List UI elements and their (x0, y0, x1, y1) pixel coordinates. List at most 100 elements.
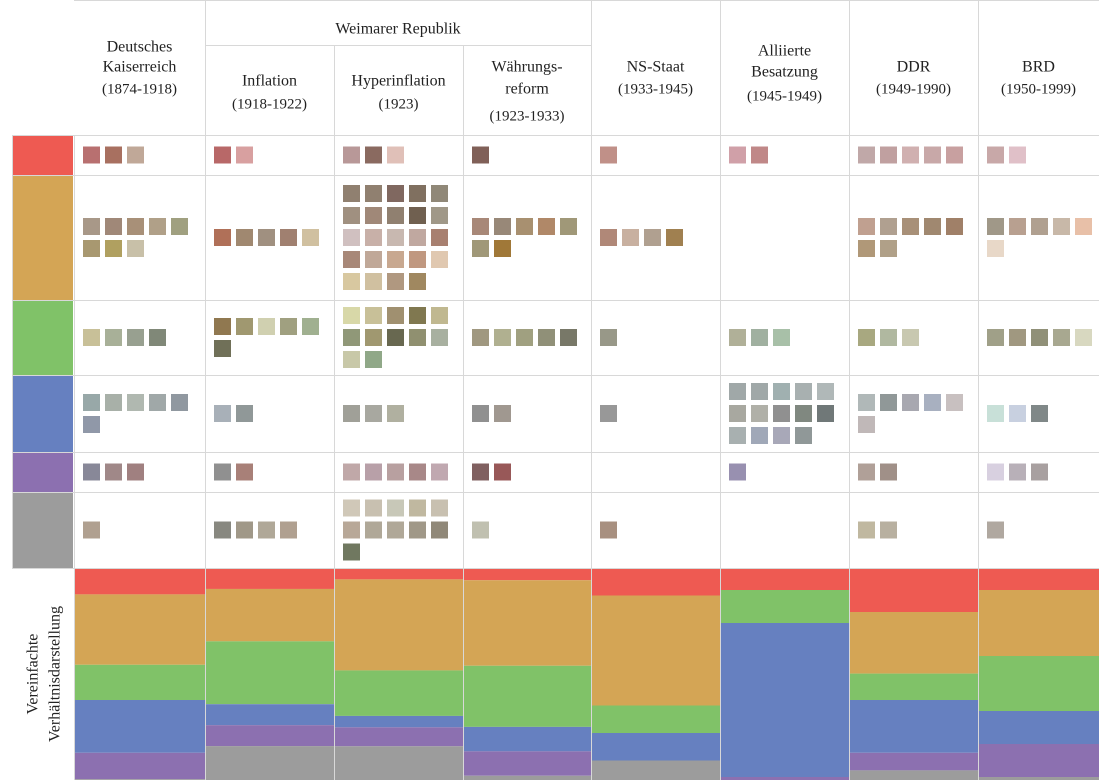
color-swatch (365, 521, 382, 539)
color-swatch (472, 146, 489, 164)
color-swatch (387, 463, 404, 481)
color-swatch (729, 405, 746, 422)
proportion-bar (464, 751, 591, 776)
category-swatch (12, 376, 73, 452)
color-swatch (817, 405, 834, 422)
color-swatch (1009, 218, 1026, 235)
proportion-bar (850, 770, 978, 780)
color-swatch (83, 416, 100, 433)
color-swatch (600, 229, 617, 246)
color-swatch (280, 318, 297, 335)
color-swatch (1009, 146, 1026, 164)
category-swatch (12, 453, 73, 492)
color-swatch (858, 521, 875, 539)
color-swatch (472, 240, 489, 257)
color-swatch (387, 329, 404, 346)
color-swatch (494, 218, 511, 235)
column-period: (1918-1922) (232, 96, 307, 112)
column-title: Alliierte (758, 43, 811, 60)
color-swatch (409, 229, 426, 246)
color-swatch (343, 499, 360, 517)
color-swatch (880, 146, 897, 164)
color-swatch (365, 463, 382, 481)
color-swatch (946, 146, 963, 164)
color-swatch (83, 240, 100, 257)
proportion-bar (979, 590, 1099, 656)
color-swatch (365, 329, 382, 346)
color-swatch (902, 146, 919, 164)
color-swatch (666, 229, 683, 246)
proportion-bar (75, 568, 205, 595)
proportion-bar (464, 580, 591, 666)
color-swatch (516, 329, 533, 346)
color-swatch (280, 521, 297, 539)
proportion-bar (979, 656, 1099, 711)
color-swatch (773, 383, 790, 400)
column-period: (1949-1990) (876, 81, 951, 97)
proportion-label: Vereinfachte (25, 634, 42, 715)
proportion-bar (75, 664, 205, 700)
color-swatch (387, 207, 404, 224)
color-swatch (236, 146, 253, 164)
color-swatch (409, 499, 426, 517)
color-swatch (1075, 329, 1092, 346)
color-swatch (858, 394, 875, 411)
color-swatch (258, 318, 275, 335)
color-swatch (946, 394, 963, 411)
color-swatch (343, 351, 360, 368)
color-swatch (343, 207, 360, 224)
color-swatch (1009, 405, 1026, 422)
proportion-bar (850, 700, 978, 753)
color-swatch (409, 463, 426, 481)
color-swatch (1031, 218, 1048, 235)
proportion-bar (721, 777, 849, 780)
color-swatch (343, 521, 360, 539)
color-swatch (214, 340, 231, 357)
color-swatch (880, 463, 897, 481)
color-swatch (817, 383, 834, 400)
color-swatch (127, 394, 144, 411)
color-swatch (83, 394, 100, 411)
color-swatch (258, 521, 275, 539)
color-swatch (431, 463, 448, 481)
color-swatch (214, 405, 231, 422)
column-title: Inflation (242, 73, 297, 90)
color-swatch (302, 229, 319, 246)
color-swatch (494, 405, 511, 422)
color-swatch (343, 463, 360, 481)
color-swatch (409, 185, 426, 202)
color-swatch (1009, 329, 1026, 346)
color-swatch (538, 218, 555, 235)
color-swatch (729, 427, 746, 444)
proportion-bar (75, 752, 205, 780)
column-title: DDR (897, 59, 931, 76)
color-swatch (127, 329, 144, 346)
color-swatch (751, 383, 768, 400)
color-swatch (494, 240, 511, 257)
color-swatch (880, 521, 897, 539)
color-swatch (83, 329, 100, 346)
color-swatch (214, 318, 231, 335)
color-swatch (924, 218, 941, 235)
color-swatch (431, 499, 448, 517)
color-swatch (127, 218, 144, 235)
color-swatch (987, 463, 1004, 481)
color-swatch (171, 394, 188, 411)
proportion-bar (979, 744, 1099, 777)
color-swatch (214, 521, 231, 539)
color-swatch (902, 329, 919, 346)
color-swatch (387, 185, 404, 202)
proportion-bar (979, 568, 1099, 590)
color-swatch (431, 251, 448, 268)
column-period: (1923-1933) (490, 108, 565, 124)
color-swatch (83, 218, 100, 235)
color-swatch (431, 185, 448, 202)
proportion-bar (206, 746, 334, 780)
color-swatch (773, 427, 790, 444)
color-swatch (1031, 405, 1048, 422)
color-swatch (600, 405, 617, 422)
color-swatch (795, 427, 812, 444)
color-swatch (880, 329, 897, 346)
color-swatch (987, 405, 1004, 422)
